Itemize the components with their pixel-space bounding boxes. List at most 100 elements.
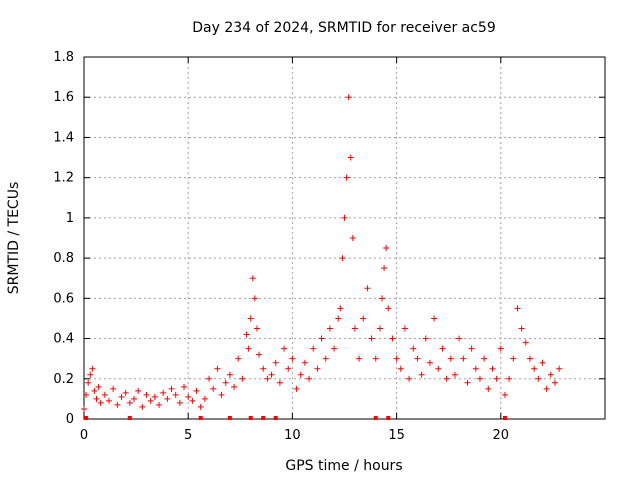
- data-point: [253, 325, 260, 332]
- data-point: [522, 339, 529, 346]
- data-point: [447, 355, 454, 362]
- data-point: [514, 305, 521, 312]
- data-point: [347, 154, 354, 161]
- data-point: [431, 315, 438, 322]
- data-point: [243, 331, 250, 338]
- y-tick-label: 0: [66, 412, 74, 427]
- data-point: [256, 351, 263, 358]
- y-tick-label: 0.4: [53, 332, 74, 347]
- data-point: [385, 305, 392, 312]
- data-point: [531, 365, 538, 372]
- data-point: [331, 345, 338, 352]
- x-tick-label: 15: [388, 428, 405, 443]
- axis-ticks: 0 0.2 0.4 0.6 0.8 1 1.2 1.4 1.6 1.8 0 5 10 15 20: [53, 50, 605, 443]
- data-point: [214, 365, 221, 372]
- data-point: [114, 401, 121, 408]
- data-point: [343, 174, 350, 181]
- data-point: [335, 315, 342, 322]
- baseline-marks: [84, 416, 507, 420]
- data-point: [422, 335, 429, 342]
- baseline-mark: [227, 416, 232, 420]
- data-point: [314, 365, 321, 372]
- plot-frame: [83, 56, 606, 420]
- data-point: [210, 385, 217, 392]
- x-tick-label: 20: [493, 428, 510, 443]
- data-point: [543, 385, 550, 392]
- data-point: [481, 355, 488, 362]
- baseline-mark: [198, 416, 203, 420]
- data-point: [468, 345, 475, 352]
- data-point: [372, 355, 379, 362]
- y-tick-label: 1.4: [53, 130, 74, 145]
- data-point: [297, 371, 304, 378]
- data-point: [456, 335, 463, 342]
- data-point: [226, 371, 233, 378]
- data-point: [281, 345, 288, 352]
- y-tick-label: 1.6: [53, 90, 74, 105]
- data-point: [160, 389, 167, 396]
- data-point: [247, 315, 254, 322]
- data-point: [341, 214, 348, 221]
- data-point: [345, 94, 352, 101]
- data-point: [364, 285, 371, 292]
- data-point: [539, 359, 546, 366]
- data-point: [185, 393, 192, 400]
- baseline-mark: [127, 416, 132, 420]
- data-point: [89, 365, 96, 372]
- y-tick-label: 1.2: [53, 171, 74, 186]
- data-point: [106, 397, 113, 404]
- data-point: [118, 393, 125, 400]
- data-points: [81, 94, 563, 412]
- data-point: [197, 403, 204, 410]
- data-point: [231, 383, 238, 390]
- data-point: [81, 405, 87, 412]
- data-point: [285, 365, 292, 372]
- y-tick-label: 0.2: [53, 372, 74, 387]
- data-point: [85, 379, 92, 386]
- data-point: [206, 375, 213, 382]
- data-point: [310, 345, 317, 352]
- data-point: [381, 265, 388, 272]
- data-point: [418, 371, 425, 378]
- baseline-mark: [248, 416, 253, 420]
- data-point: [301, 359, 308, 366]
- data-point: [168, 385, 175, 392]
- data-point: [251, 295, 258, 302]
- data-point: [260, 365, 267, 372]
- data-point: [272, 359, 279, 366]
- data-point: [91, 387, 98, 394]
- x-tick-label: 0: [80, 428, 88, 443]
- data-point: [222, 379, 229, 386]
- data-point: [322, 355, 329, 362]
- baseline-mark: [261, 416, 266, 420]
- data-point: [349, 235, 356, 241]
- data-point: [401, 325, 408, 332]
- data-point: [526, 355, 533, 362]
- data-point: [97, 399, 104, 406]
- data-point: [110, 385, 117, 392]
- data-point: [156, 401, 163, 408]
- data-point: [510, 355, 517, 362]
- data-point: [83, 391, 90, 398]
- data-point: [406, 375, 413, 382]
- data-point: [176, 399, 183, 406]
- data-point: [410, 345, 417, 352]
- data-point: [126, 399, 133, 406]
- data-point: [493, 375, 500, 382]
- data-point: [172, 391, 179, 398]
- data-point: [476, 375, 483, 382]
- y-tick-label: 1.8: [53, 50, 74, 65]
- data-point: [360, 315, 367, 322]
- y-tick-label: 0.8: [53, 251, 74, 266]
- data-point: [235, 355, 242, 362]
- data-point: [379, 295, 386, 302]
- data-point: [201, 395, 208, 402]
- data-point: [306, 375, 313, 382]
- data-point: [245, 345, 252, 352]
- baseline-mark: [502, 416, 507, 420]
- data-point: [443, 375, 450, 382]
- data-point: [276, 379, 283, 386]
- data-point: [518, 325, 525, 332]
- baseline-mark: [273, 416, 278, 420]
- data-point: [547, 371, 554, 378]
